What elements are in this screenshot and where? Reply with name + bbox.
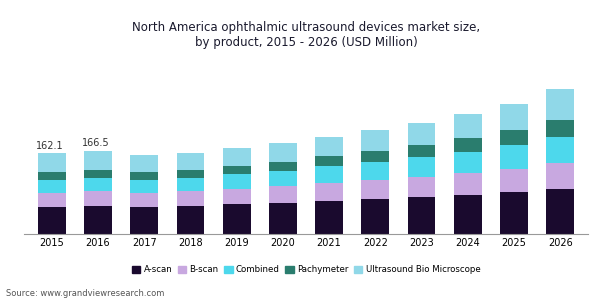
Text: 166.5: 166.5: [82, 139, 109, 148]
Bar: [84, 151, 112, 169]
Bar: [176, 169, 204, 178]
Bar: [38, 153, 65, 172]
Bar: [38, 172, 65, 179]
Bar: [500, 103, 528, 130]
Bar: [176, 152, 204, 170]
Legend: A-scan, B-scan, Combined, Pachymeter, Ultrasound Bio Microscope: A-scan, B-scan, Combined, Pachymeter, Ul…: [128, 262, 484, 278]
Bar: [223, 174, 251, 188]
Bar: [223, 188, 251, 204]
Bar: [269, 170, 297, 186]
Bar: [361, 180, 389, 199]
Bar: [547, 120, 574, 136]
Bar: [84, 191, 112, 206]
Bar: [130, 179, 158, 193]
Bar: [315, 136, 343, 156]
Bar: [547, 136, 574, 163]
Bar: [361, 161, 389, 180]
Bar: [223, 204, 251, 234]
Bar: [547, 163, 574, 189]
Title: North America ophthalmic ultrasound devices market size,
by product, 2015 - 2026: North America ophthalmic ultrasound devi…: [132, 21, 480, 49]
Bar: [176, 178, 204, 191]
Bar: [315, 156, 343, 166]
Bar: [361, 199, 389, 234]
Bar: [500, 145, 528, 169]
Bar: [84, 169, 112, 178]
Bar: [223, 166, 251, 174]
Bar: [269, 161, 297, 170]
Bar: [130, 193, 158, 206]
Bar: [361, 130, 389, 151]
Bar: [408, 123, 436, 145]
Bar: [408, 145, 436, 157]
Bar: [269, 202, 297, 234]
Bar: [547, 89, 574, 120]
Bar: [454, 114, 482, 138]
Bar: [38, 193, 65, 206]
Bar: [454, 152, 482, 173]
Bar: [130, 206, 158, 234]
Bar: [269, 143, 297, 161]
Bar: [408, 177, 436, 197]
Bar: [176, 206, 204, 234]
Bar: [84, 178, 112, 191]
Bar: [547, 189, 574, 234]
Text: Source: www.grandviewresearch.com: Source: www.grandviewresearch.com: [6, 290, 164, 298]
Bar: [454, 138, 482, 152]
Bar: [315, 166, 343, 183]
Bar: [38, 206, 65, 234]
Bar: [408, 157, 436, 177]
Bar: [361, 151, 389, 161]
Bar: [84, 206, 112, 234]
Bar: [315, 200, 343, 234]
Bar: [269, 186, 297, 202]
Bar: [500, 130, 528, 145]
Text: 162.1: 162.1: [35, 141, 63, 151]
Bar: [408, 197, 436, 234]
Bar: [454, 194, 482, 234]
Bar: [454, 173, 482, 194]
Bar: [500, 169, 528, 192]
Bar: [38, 179, 65, 193]
Bar: [130, 155, 158, 172]
Bar: [223, 148, 251, 166]
Bar: [176, 191, 204, 206]
Bar: [315, 183, 343, 200]
Bar: [130, 172, 158, 179]
Bar: [500, 192, 528, 234]
